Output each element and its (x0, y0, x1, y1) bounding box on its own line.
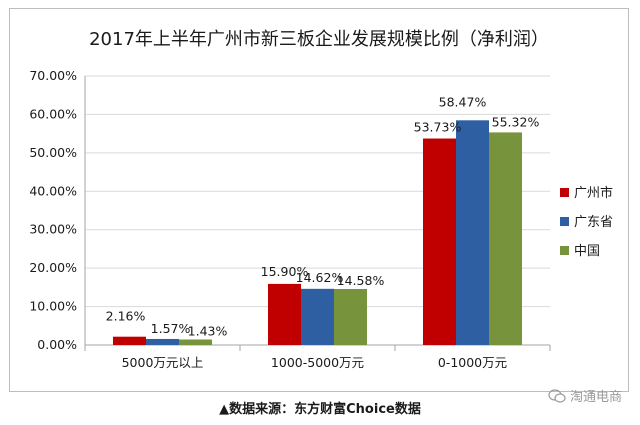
y-tick-label: 40.00% (29, 183, 77, 198)
legend-label: 广东省 (574, 215, 613, 230)
bar (456, 120, 489, 346)
legend-swatch (560, 188, 569, 197)
bar (268, 283, 301, 345)
data-label: 14.58% (337, 273, 385, 288)
bar (113, 336, 146, 345)
bar (334, 288, 367, 345)
data-label: 15.90% (261, 264, 309, 279)
legend-label: 中国 (574, 244, 600, 259)
bar (146, 338, 179, 345)
chart-title: 2017年上半年广州市新三板企业发展规模比例（净利润） (89, 29, 549, 50)
y-tick-label: 70.00% (29, 68, 77, 83)
data-label: 58.47% (439, 94, 487, 109)
x-category-label: 1000-5000万元 (271, 355, 364, 370)
data-label: 2.16% (106, 309, 146, 324)
source-note: ▲数据来源：东方财富Choice数据 (219, 402, 421, 417)
watermark: 淘通电商 (548, 386, 622, 405)
x-category-label: 0-1000万元 (438, 355, 507, 370)
y-tick-label: 0.00% (37, 337, 77, 352)
wechat-icon (548, 388, 566, 403)
legend-swatch (560, 246, 569, 255)
x-category-label: 5000万元以上 (122, 355, 204, 370)
data-label: 14.62% (296, 270, 344, 285)
y-tick-label: 30.00% (29, 222, 77, 237)
data-label: 55.32% (492, 114, 540, 129)
grid-layer (85, 75, 550, 346)
legend-label: 广州市 (574, 185, 613, 201)
bar (423, 138, 456, 345)
data-label: 53.73% (414, 120, 462, 135)
y-tick-label: 20.00% (29, 260, 77, 275)
bar (489, 132, 522, 345)
y-tick-label: 50.00% (29, 145, 77, 160)
chart-svg: 2017年上半年广州市新三板企业发展规模比例（净利润） 0.00% 10.00% 2… (29, 29, 613, 370)
legend-swatch (560, 217, 569, 226)
data-label: 1.57% (151, 321, 191, 336)
bar (179, 339, 212, 345)
data-label: 1.43% (188, 324, 228, 339)
watermark-text: 淘通电商 (569, 390, 622, 405)
bar (301, 288, 334, 345)
y-tick-label: 10.00% (29, 299, 77, 314)
chart-frame: 2017年上半年广州市新三板企业发展规模比例（净利润） 0.00% 10.00% 2… (9, 8, 629, 392)
y-tick-label: 60.00% (29, 106, 77, 121)
label-layer: 2.16% 1.57%1.43% 15.90%14.62%14.58% 53.73% 5… (106, 94, 540, 338)
bar-layer (113, 120, 522, 346)
